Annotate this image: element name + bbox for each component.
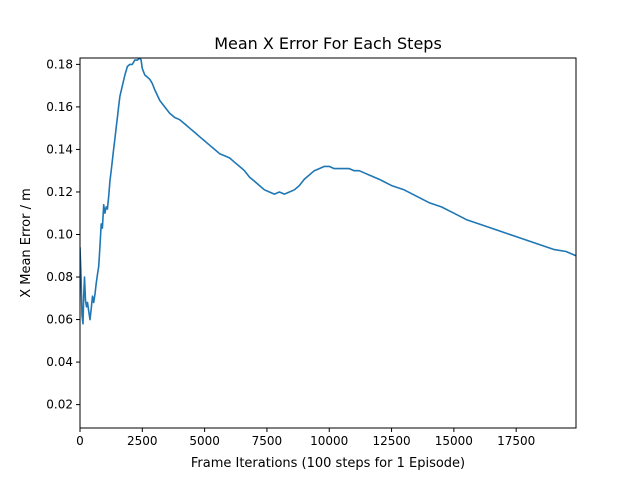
x-axis-label: Frame Iterations (100 steps for 1 Episod… (191, 456, 465, 471)
y-tick-label: 0.18 (46, 57, 73, 71)
y-tick-label: 0.12 (46, 185, 73, 199)
plot-frame (79, 57, 577, 429)
x-axis-ticks: 0 2500 5000 7500 10000 12500 15000 17500 (76, 428, 535, 448)
plot-area (80, 58, 576, 325)
y-tick-label: 0.08 (46, 270, 73, 284)
x-tick-label: 2500 (127, 434, 158, 448)
y-tick-label: 0.02 (46, 398, 73, 412)
y-tick-label: 0.04 (46, 355, 73, 369)
y-axis-ticks: 0.02 0.04 0.06 0.08 0.10 0.12 0.14 0.16 0.18 (46, 57, 80, 412)
x-tick-label: 17500 (497, 434, 535, 448)
series-line (80, 58, 576, 325)
x-tick-label: 15000 (435, 434, 473, 448)
x-tick-label: 0 (76, 434, 84, 448)
y-axis-label: X Mean Error / m (19, 188, 34, 298)
x-tick-label: 7500 (252, 434, 283, 448)
x-tick-label: 5000 (189, 434, 220, 448)
y-tick-label: 0.14 (46, 142, 73, 156)
x-tick-label: 10000 (310, 434, 348, 448)
y-tick-label: 0.16 (46, 100, 73, 114)
chart-title: Mean X Error For Each Steps (214, 34, 442, 53)
y-tick-label: 0.10 (46, 227, 73, 241)
x-tick-label: 12500 (372, 434, 410, 448)
y-tick-label: 0.06 (46, 313, 73, 327)
